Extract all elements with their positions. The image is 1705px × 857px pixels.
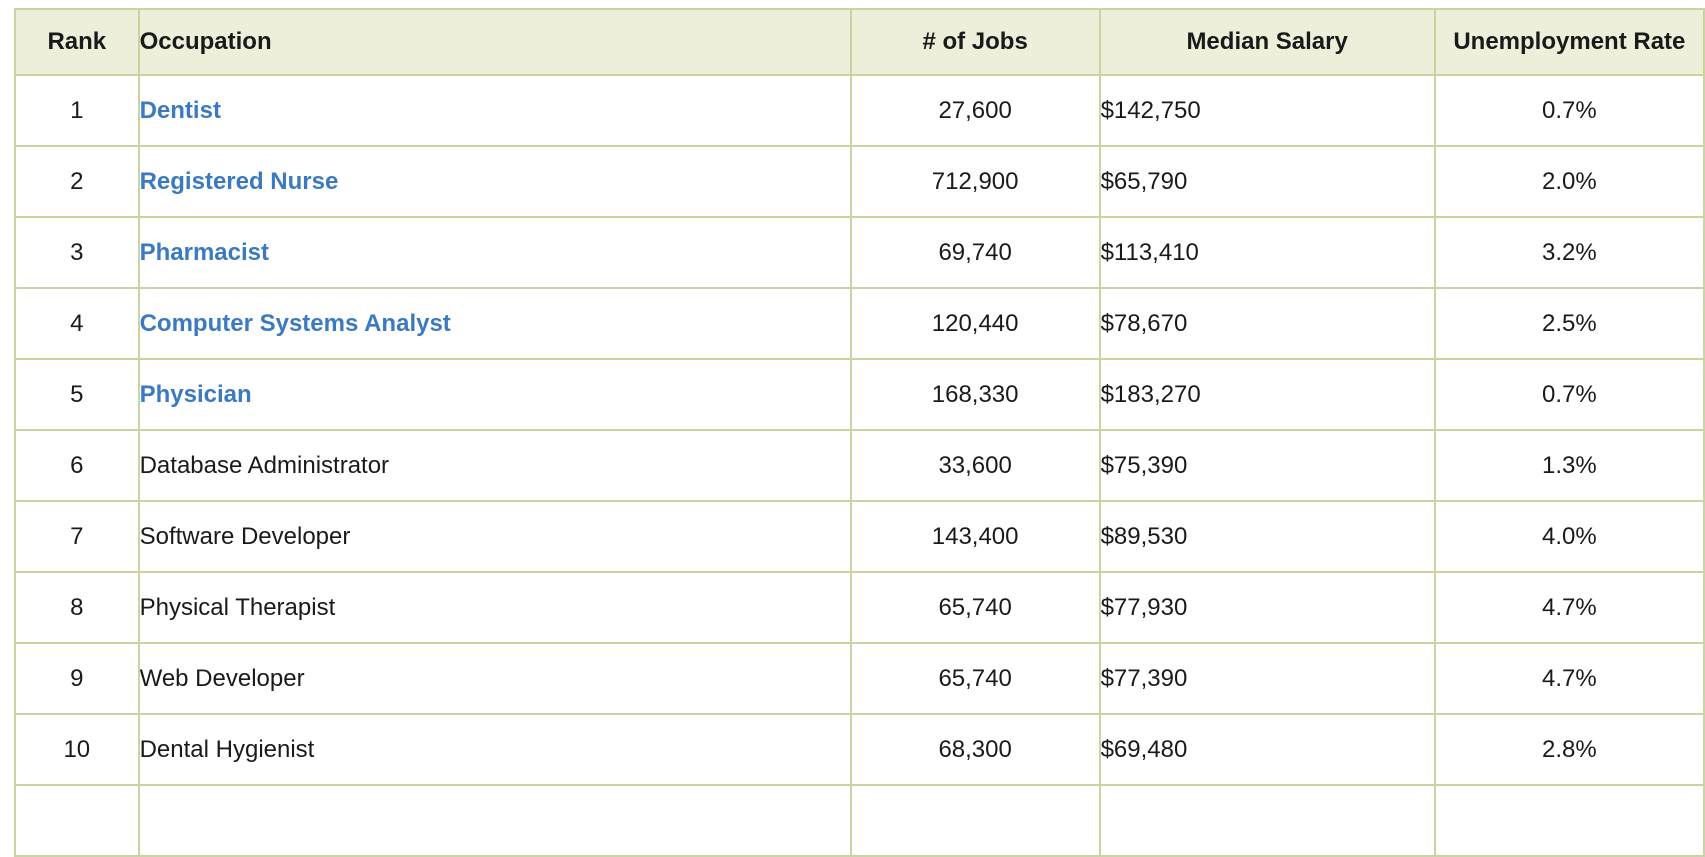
occupation-cell: Software Developer [137,500,852,573]
occupation-cell: Physical Therapist [137,571,852,644]
median-salary-cell: $77,390 [1098,642,1436,715]
num-jobs-cell: 65,740 [849,642,1101,715]
table-row: 3 Pharmacist 69,740 $113,410 3.2% [14,216,1705,289]
occupation-label: Physical Therapist [139,593,336,621]
num-jobs-cell: 27,600 [849,74,1101,147]
unemployment-rate-cell: 0.7% [1433,74,1705,147]
num-jobs-cell: 65,740 [849,571,1101,644]
rank-cell: 2 [14,145,140,218]
num-jobs-cell: 120,440 [849,287,1101,360]
col-header-occupation: Occupation [137,8,852,76]
rank-cell: 8 [14,571,140,644]
unemployment-rate-cell: 1.3% [1433,429,1705,502]
num-jobs-cell: 33,600 [849,429,1101,502]
occupation-label: Web Developer [139,664,305,692]
rank-cell [14,784,140,857]
table-row: 10 Dental Hygienist 68,300 $69,480 2.8% [14,713,1705,786]
occupation-cell: Dental Hygienist [137,713,852,786]
unemployment-rate-cell: 3.2% [1433,216,1705,289]
occupation-link[interactable]: Computer Systems Analyst [139,309,451,337]
occupation-cell: Registered Nurse [137,145,852,218]
table-row: 2 Registered Nurse 712,900 $65,790 2.0% [14,145,1705,218]
table-header-row: Rank Occupation # of Jobs Median Salary … [14,8,1705,76]
rank-cell: 10 [14,713,140,786]
occupation-label: Software Developer [139,522,351,550]
median-salary-cell: $113,410 [1098,216,1436,289]
num-jobs-cell [849,784,1101,857]
unemployment-rate-cell: 2.5% [1433,287,1705,360]
col-header-median-salary: Median Salary [1098,8,1436,76]
table-row: 1 Dentist 27,600 $142,750 0.7% [14,74,1705,147]
median-salary-cell: $77,930 [1098,571,1436,644]
median-salary-cell: $89,530 [1098,500,1436,573]
table-row: 8 Physical Therapist 65,740 $77,930 4.7% [14,571,1705,644]
rank-cell: 6 [14,429,140,502]
occupation-link[interactable]: Registered Nurse [139,167,339,195]
num-jobs-cell: 68,300 [849,713,1101,786]
unemployment-rate-cell: 4.7% [1433,642,1705,715]
unemployment-rate-cell: 0.7% [1433,358,1705,431]
occupation-link[interactable]: Physician [139,380,252,408]
col-header-unemployment-rate: Unemployment Rate [1433,8,1705,76]
table-row: 6 Database Administrator 33,600 $75,390 1.3% [14,429,1705,502]
occupation-link[interactable]: Dentist [139,96,221,124]
occupation-cell: Physician [137,358,852,431]
rank-cell: 1 [14,74,140,147]
unemployment-rate-cell: 2.8% [1433,713,1705,786]
num-jobs-cell: 712,900 [849,145,1101,218]
occupation-label: Database Administrator [139,451,390,479]
rank-cell: 9 [14,642,140,715]
table-row: 7 Software Developer 143,400 $89,530 4.0% [14,500,1705,573]
rank-cell: 5 [14,358,140,431]
table-row: 5 Physician 168,330 $183,270 0.7% [14,358,1705,431]
unemployment-rate-cell: 2.0% [1433,145,1705,218]
occupation-cell [137,784,852,857]
median-salary-cell: $65,790 [1098,145,1436,218]
median-salary-cell [1098,784,1436,857]
median-salary-cell: $183,270 [1098,358,1436,431]
median-salary-cell: $142,750 [1098,74,1436,147]
occupation-cell: Database Administrator [137,429,852,502]
col-header-rank: Rank [14,8,140,76]
occupation-cell: Pharmacist [137,216,852,289]
rank-cell: 3 [14,216,140,289]
median-salary-cell: $78,670 [1098,287,1436,360]
table-row: 9 Web Developer 65,740 $77,390 4.7% [14,642,1705,715]
num-jobs-cell: 168,330 [849,358,1101,431]
occupation-label: Dental Hygienist [139,735,315,763]
col-header-num-jobs: # of Jobs [849,8,1101,76]
jobs-ranking-table-container: Rank Occupation # of Jobs Median Salary … [14,8,1705,857]
table-row-partial [14,784,1705,857]
table-row: 4 Computer Systems Analyst 120,440 $78,670 2… [14,287,1705,360]
unemployment-rate-cell: 4.7% [1433,571,1705,644]
occupation-link[interactable]: Pharmacist [139,238,269,266]
occupation-cell: Dentist [137,74,852,147]
occupation-cell: Computer Systems Analyst [137,287,852,360]
median-salary-cell: $75,390 [1098,429,1436,502]
rank-cell: 4 [14,287,140,360]
unemployment-rate-cell [1433,784,1705,857]
median-salary-cell: $69,480 [1098,713,1436,786]
num-jobs-cell: 69,740 [849,216,1101,289]
occupation-cell: Web Developer [137,642,852,715]
rank-cell: 7 [14,500,140,573]
unemployment-rate-cell: 4.0% [1433,500,1705,573]
num-jobs-cell: 143,400 [849,500,1101,573]
jobs-ranking-table: Rank Occupation # of Jobs Median Salary … [14,8,1705,857]
